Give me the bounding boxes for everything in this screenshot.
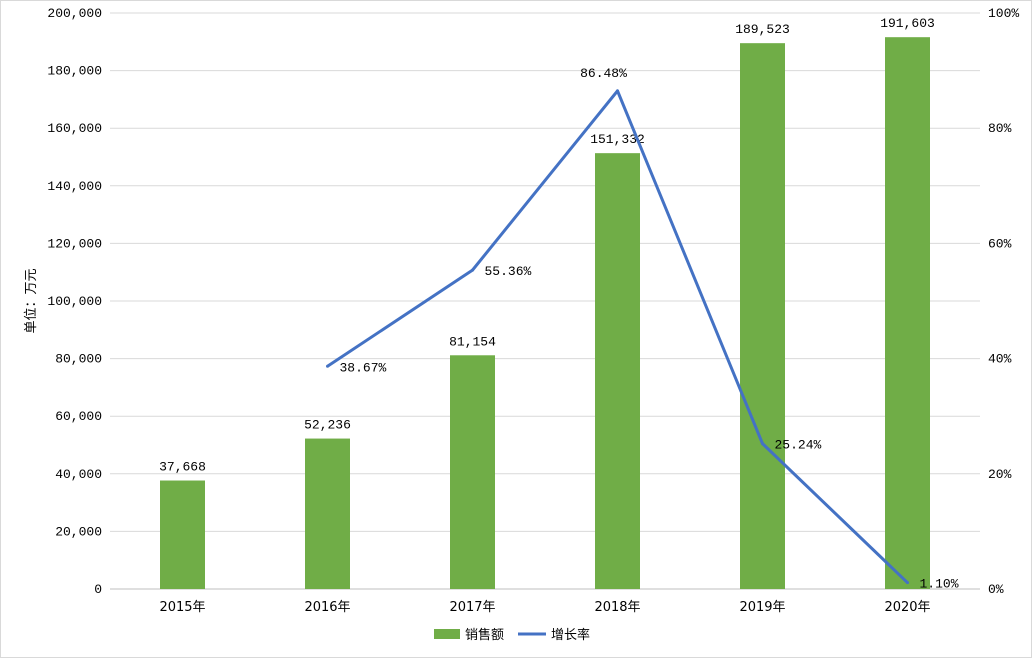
line-data-label: 86.48% bbox=[580, 66, 627, 81]
x-tick-label: 2018年 bbox=[594, 600, 640, 615]
y-tick-label: 60,000 bbox=[55, 409, 102, 424]
y-tick-label: 80,000 bbox=[55, 352, 102, 367]
y-tick-label: 120,000 bbox=[47, 236, 102, 251]
line-point-2017年 bbox=[471, 268, 474, 272]
y2-tick-label: 0% bbox=[988, 582, 1004, 597]
line-data-label: 25.24% bbox=[775, 438, 822, 453]
y-tick-label: 40,000 bbox=[55, 467, 102, 482]
bar-data-label: 191,603 bbox=[880, 16, 935, 31]
y2-tick-label: 100% bbox=[988, 6, 1019, 21]
line-data-label: 1.10% bbox=[920, 577, 959, 592]
line-point-2020年 bbox=[906, 581, 909, 585]
legend-label-bar: 销售额 bbox=[465, 627, 504, 643]
y-tick-label: 0 bbox=[94, 582, 102, 597]
legend-swatch-bar bbox=[434, 629, 460, 639]
y-tick-label: 160,000 bbox=[47, 121, 102, 136]
line-point-2016年 bbox=[326, 364, 329, 368]
y-axis-label: 单位：万元 bbox=[24, 268, 39, 333]
x-tick-label: 2019年 bbox=[739, 600, 785, 615]
line-data-label: 38.67% bbox=[340, 360, 387, 375]
bar-2019年 bbox=[740, 43, 785, 589]
line-data-label: 55.36% bbox=[485, 264, 532, 279]
y-tick-label: 180,000 bbox=[47, 64, 102, 79]
y2-tick-label: 40% bbox=[988, 352, 1012, 367]
x-tick-label: 2017年 bbox=[449, 600, 495, 615]
y2-tick-label: 20% bbox=[988, 467, 1012, 482]
bar-data-label: 37,668 bbox=[159, 460, 206, 475]
legend-label-line: 增长率 bbox=[551, 627, 590, 643]
y2-tick-label: 80% bbox=[988, 121, 1012, 136]
y-tick-label: 200,000 bbox=[47, 6, 102, 21]
bar-2015年 bbox=[160, 480, 205, 589]
bar-2020年 bbox=[885, 37, 930, 590]
y-tick-label: 140,000 bbox=[47, 179, 102, 194]
y-tick-label: 20,000 bbox=[55, 524, 102, 539]
bar-data-label: 151,332 bbox=[590, 132, 645, 147]
bar-data-label: 52,236 bbox=[304, 418, 351, 433]
x-tick-label: 2020年 bbox=[884, 600, 930, 615]
bar-data-label: 189,523 bbox=[735, 22, 790, 37]
x-tick-label: 2016年 bbox=[304, 600, 350, 615]
line-point-2019年 bbox=[761, 442, 764, 446]
x-tick-label: 2015年 bbox=[159, 600, 205, 615]
bar-2016年 bbox=[305, 438, 350, 589]
y-tick-label: 100,000 bbox=[47, 294, 102, 309]
bar-2018年 bbox=[595, 153, 640, 590]
y2-tick-label: 60% bbox=[988, 236, 1012, 251]
bar-data-label: 81,154 bbox=[449, 334, 496, 349]
bar-2017年 bbox=[450, 355, 495, 589]
line-point-2018年 bbox=[616, 89, 619, 93]
